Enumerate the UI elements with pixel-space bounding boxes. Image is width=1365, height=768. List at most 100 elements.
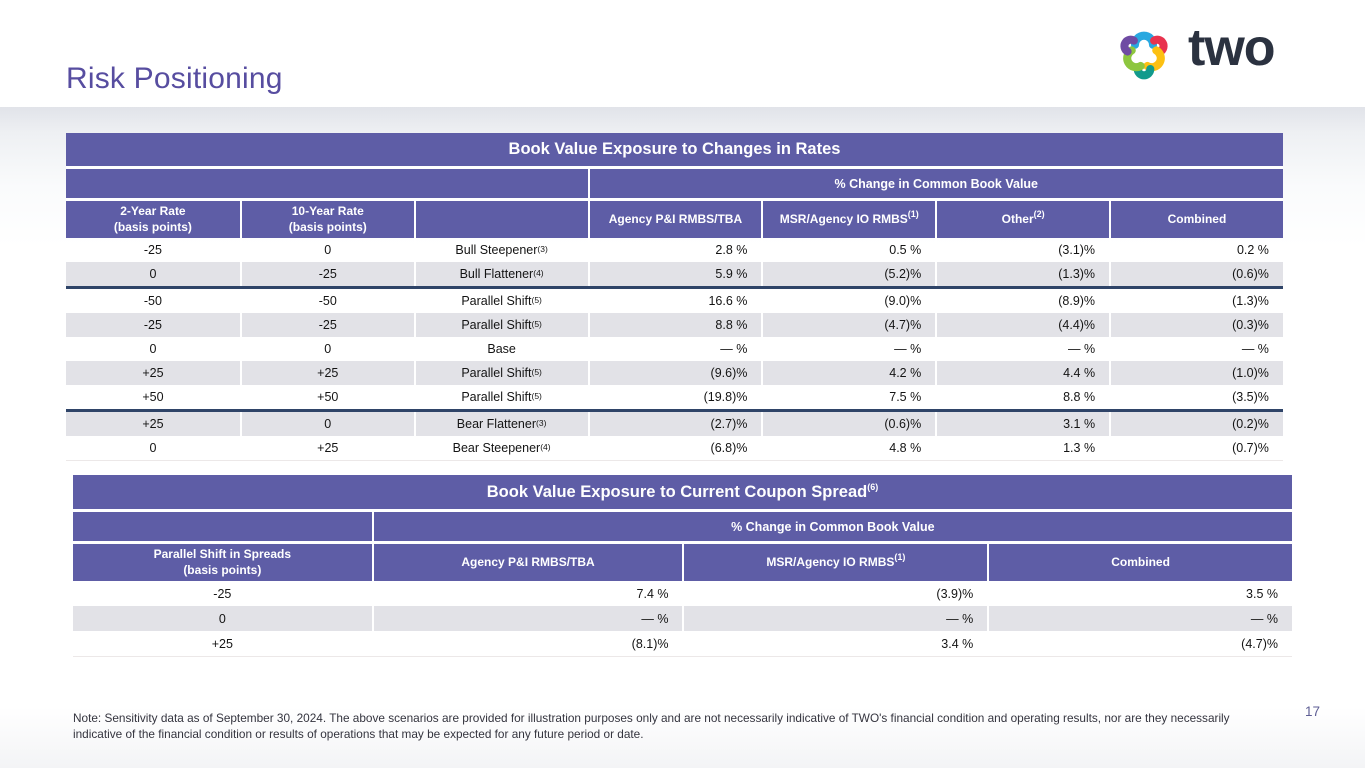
table-row: +25 0 Bear Flattener (3) (2.7)% (0.6)% 3.… (66, 412, 1283, 436)
scenario-label: Bear Flattener (456, 417, 537, 431)
col-header-other-footnote: (2) (1033, 208, 1045, 219)
rates-table-title: Book Value Exposure to Changes in Rates (66, 133, 1283, 169)
cell-msr: 3.4 % (682, 631, 987, 656)
col-header-agency: Agency P&I RMBS/TBA (371, 544, 683, 581)
col-header-combined: Combined (987, 544, 1292, 581)
col-header-agency: Agency P&I RMBS/TBA (587, 201, 762, 238)
col-header-other-text: Other (1001, 211, 1034, 226)
cell-msr: (0.6)% (761, 412, 936, 436)
col-header-other-label: Other(2) (1001, 208, 1045, 228)
cell-shift: +25 (211, 636, 233, 651)
cell-agency: 5.9 % (587, 262, 762, 286)
cell-2yr: -50 (143, 294, 162, 308)
cell-agency: 8.8 % (587, 313, 762, 337)
cell-agency: 7.4 % (371, 581, 683, 606)
footnote-text: Note: Sensitivity data as of September 3… (73, 711, 1230, 741)
cell-combined: (0.3)% (1109, 313, 1283, 337)
cell-10yr: -50 (239, 289, 414, 313)
table-row: -25 -25 Parallel Shift (5) 8.8 % (4.7)% (… (66, 313, 1283, 337)
cell-shift: 0 (73, 606, 372, 631)
cell-other: (8.9)% (935, 289, 1109, 313)
table-row: -50 -50 Parallel Shift (5) 16.6 % (9.0)% … (66, 289, 1283, 313)
cell-combined: 0.2 % (1109, 238, 1283, 262)
spread-table-title-text: Book Value Exposure to Current Coupon Sp… (486, 483, 868, 501)
page-number: 17 (1304, 704, 1320, 719)
rates-column-header-row: 2-Year Rate (basis points) 10-Year Rate … (66, 201, 1283, 238)
table-row: 0 +25 Bear Steepener (4) (6.8)% 4.8 % 1.3… (66, 436, 1283, 461)
cell-combined: — % (987, 606, 1292, 631)
cell-agency: — % (371, 606, 683, 631)
col-header-agency-label: Agency P&I RMBS/TBA (608, 211, 743, 226)
cell-agency: (19.8)% (587, 385, 762, 409)
col-header-2yr-line1: 2-Year Rate (120, 203, 186, 218)
cell-other: 1.3 % (935, 436, 1109, 460)
col-header-msr-text: MSR/Agency IO RMBS (779, 211, 908, 226)
cell-scenario: Parallel Shift (5) (413, 289, 588, 313)
cell-combined: 3.5 % (987, 581, 1292, 606)
cell-combined: — % (1109, 337, 1283, 361)
cell-2yr: +50 (142, 390, 164, 404)
col-header-2yr: 2-Year Rate (basis points) (66, 201, 240, 238)
cell-msr: 4.2 % (761, 361, 936, 385)
cell-10yr: +25 (239, 436, 414, 460)
col-header-parallel-shift-line2: (basis points) (183, 562, 262, 577)
col-header-other: Other(2) (935, 201, 1110, 238)
cell-agency: (9.6)% (587, 361, 762, 385)
cell-agency: 2.8 % (587, 238, 762, 262)
cell-msr: (3.9)% (682, 581, 987, 606)
cell-msr: — % (761, 337, 935, 361)
cell-2yr: +25 (66, 361, 240, 385)
cell-scenario: Parallel Shift (5) (413, 361, 588, 385)
cell-2yr: -25 (143, 243, 162, 257)
scenario-label: Bear Steepener (452, 441, 541, 455)
cell-2yr: 0 (149, 441, 157, 455)
cell-shift: -25 (213, 586, 232, 601)
cell-2yr: 0 (149, 342, 157, 356)
cell-combined: (3.5)% (1109, 385, 1283, 409)
scenario-label: Parallel Shift (461, 318, 532, 332)
cell-10yr: +25 (239, 361, 414, 385)
spread-column-header-row: Parallel Shift in Spreads (basis points)… (73, 544, 1292, 581)
scenario-label: Parallel Shift (461, 294, 532, 308)
cell-msr: — % (682, 606, 988, 631)
cell-10yr: 0 (239, 337, 414, 361)
col-header-parallel-shift-line1: Parallel Shift in Spreads (153, 546, 292, 561)
cell-agency: (6.8)% (587, 436, 762, 460)
cell-10yr: -25 (239, 262, 414, 286)
cell-scenario: Bear Steepener (4) (413, 436, 588, 460)
cell-scenario: Bull Flattener (4) (413, 262, 588, 286)
table-row: 0 0 Base — % — % — % — % (66, 337, 1283, 361)
cell-scenario: Bear Flattener (3) (413, 412, 588, 436)
two-harbors-logo-icon (1120, 31, 1168, 80)
cell-2yr: -25 (66, 313, 240, 337)
col-header-msr: MSR/Agency IO RMBS(1) (682, 544, 988, 581)
col-header-combined-label: Combined (1111, 554, 1170, 569)
cell-msr: (9.0)% (761, 289, 935, 313)
cell-combined: (0.7)% (1109, 436, 1283, 460)
cell-agency: 16.6 % (587, 289, 762, 313)
table-row: +50 +50 Parallel Shift (5) (19.8)% 7.5 % … (66, 385, 1283, 412)
col-header-combined-label: Combined (1167, 211, 1227, 226)
spread-table-title: Book Value Exposure to Current Coupon Sp… (73, 475, 1292, 512)
company-logo: two (1108, 14, 1276, 88)
col-header-agency-label: Agency P&I RMBS/TBA (461, 554, 595, 569)
spread-group-header: % Change in Common Book Value (371, 512, 1292, 541)
cell-10yr: 0 (239, 412, 414, 436)
table-row: 0 — % — % — % (73, 606, 1292, 631)
cell-combined: (0.2)% (1109, 412, 1283, 436)
col-header-msr-footnote: (1) (907, 208, 919, 219)
cell-scenario: Parallel Shift (5) (413, 385, 588, 409)
rates-group-header-row: % Change in Common Book Value (66, 169, 1283, 201)
cell-10yr: +50 (239, 385, 414, 409)
spread-group-header-row: % Change in Common Book Value (73, 512, 1292, 544)
scenario-label: Bull Steepener (455, 243, 538, 257)
logo-wordmark: two (1188, 19, 1276, 77)
col-header-10yr-line2: (basis points) (288, 219, 367, 234)
col-header-msr: MSR/Agency IO RMBS(1) (761, 201, 936, 238)
cell-scenario: Bull Steepener (3) (413, 238, 588, 262)
rates-group-header: % Change in Common Book Value (587, 169, 1283, 198)
col-header-msr-label: MSR/Agency IO RMBS(1) (766, 552, 905, 571)
col-header-parallel-shift: Parallel Shift in Spreads (basis points) (73, 544, 372, 581)
cell-combined: (0.6)% (1109, 262, 1283, 286)
table-row: +25 +25 Parallel Shift (5) (9.6)% 4.2 % 4… (66, 361, 1283, 385)
